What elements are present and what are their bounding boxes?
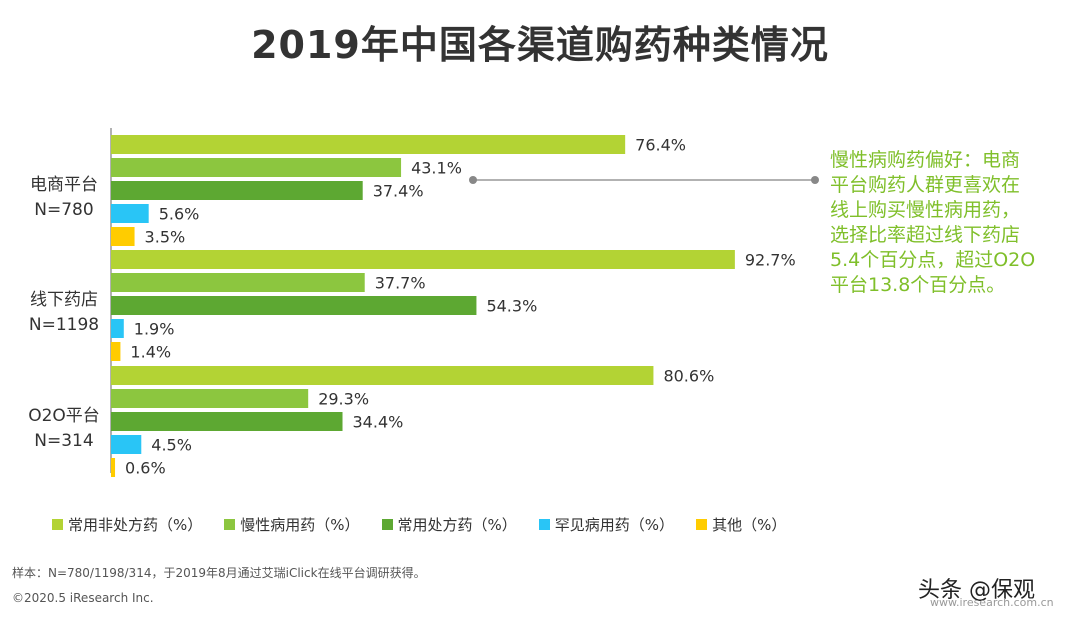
bar bbox=[111, 181, 363, 200]
data-label: 4.5% bbox=[151, 436, 192, 455]
data-label: 43.1% bbox=[411, 159, 462, 178]
legend-label: 常用非处方药（%） bbox=[68, 515, 203, 534]
legend-item: 其他（%） bbox=[696, 514, 786, 535]
bar bbox=[111, 389, 309, 408]
data-label: 29.3% bbox=[318, 390, 369, 409]
bar bbox=[111, 319, 124, 338]
data-label: 5.6% bbox=[159, 205, 200, 224]
legend-swatch bbox=[381, 518, 393, 530]
category-name: O2O平台 bbox=[28, 406, 100, 426]
legend-item: 常用处方药（%） bbox=[381, 514, 517, 535]
bar bbox=[111, 273, 365, 292]
data-label: 34.4% bbox=[353, 413, 404, 432]
bar bbox=[111, 204, 149, 223]
annotation-line: 平台13.8个百分点。 bbox=[830, 274, 1006, 296]
data-label: 76.4% bbox=[635, 136, 686, 155]
data-label: 1.4% bbox=[130, 343, 171, 362]
legend-label: 常用处方药（%） bbox=[397, 515, 517, 534]
legend-item: 常用非处方药（%） bbox=[52, 514, 202, 535]
category-label-offline-pharmacy: 线下药店 N=1198 bbox=[18, 288, 110, 338]
legend-item: 慢性病用药（%） bbox=[224, 514, 360, 535]
bar bbox=[111, 366, 654, 385]
chart-title: 2019年中国各渠道购药种类情况 bbox=[251, 23, 829, 67]
connector-dot-start bbox=[469, 176, 477, 184]
bar bbox=[111, 342, 121, 361]
bar bbox=[111, 458, 116, 477]
bar bbox=[111, 412, 343, 431]
category-name: 电商平台 bbox=[30, 175, 98, 195]
copyright: ©2020.5 iResearch Inc. bbox=[12, 591, 154, 605]
category-label-o2o: O2O平台 N=314 bbox=[18, 404, 110, 454]
legend-label: 慢性病用药（%） bbox=[240, 515, 360, 534]
category-label-ecommerce: 电商平台 N=780 bbox=[18, 173, 110, 223]
category-sample-size: N=1198 bbox=[28, 315, 100, 335]
sample-note: 样本：N=780/1198/314，于2019年8月通过艾瑞iClick在线平台… bbox=[12, 566, 426, 580]
data-label: 37.4% bbox=[373, 182, 424, 201]
annotation-line: 平台购药人群更喜欢在 bbox=[830, 174, 1021, 196]
annotation-text: 慢性病购药偏好：电商 平台购药人群更喜欢在 线上购买慢性病用药， 选择比率超过线… bbox=[830, 148, 1070, 298]
annotation-line: 线上购买慢性病用药， bbox=[830, 199, 1021, 221]
bar bbox=[111, 158, 402, 177]
bar bbox=[111, 296, 477, 315]
data-label: 37.7% bbox=[375, 274, 426, 293]
data-label: 0.6% bbox=[125, 459, 166, 478]
annotation-line: 5.4个百分点，超过O2O bbox=[830, 249, 1036, 271]
data-label: 92.7% bbox=[745, 251, 796, 270]
site-watermark: www.iresearch.com.cn bbox=[930, 596, 1054, 609]
annotation-line: 慢性病购药偏好：电商 bbox=[830, 149, 1021, 171]
chart-legend: 常用非处方药（%） 慢性病用药（%） 常用处方药（%） 罕见病用药（%） 其他（… bbox=[52, 512, 808, 536]
bar bbox=[111, 435, 142, 454]
category-sample-size: N=314 bbox=[34, 431, 94, 451]
category-name: 线下药店 bbox=[30, 290, 98, 310]
legend-swatch bbox=[224, 518, 236, 530]
legend-item: 罕见病用药（%） bbox=[538, 514, 675, 535]
annotation-line: 选择比率超过线下药店 bbox=[830, 224, 1021, 246]
legend-label: 其他（%） bbox=[712, 515, 787, 534]
category-sample-size: N=780 bbox=[34, 200, 94, 220]
bar bbox=[111, 250, 735, 269]
legend-swatch bbox=[538, 518, 550, 530]
data-label: 3.5% bbox=[145, 228, 186, 247]
legend-swatch bbox=[52, 518, 63, 530]
data-label: 1.9% bbox=[134, 320, 175, 339]
legend-swatch bbox=[696, 518, 708, 530]
legend-label: 罕见病用药（%） bbox=[554, 515, 675, 534]
watermark: 头条 @保观 bbox=[918, 578, 1035, 603]
bar bbox=[111, 227, 135, 246]
bar bbox=[111, 135, 626, 154]
data-label: 54.3% bbox=[486, 297, 537, 316]
data-label: 80.6% bbox=[663, 367, 714, 386]
connector-dot-end bbox=[811, 176, 819, 184]
